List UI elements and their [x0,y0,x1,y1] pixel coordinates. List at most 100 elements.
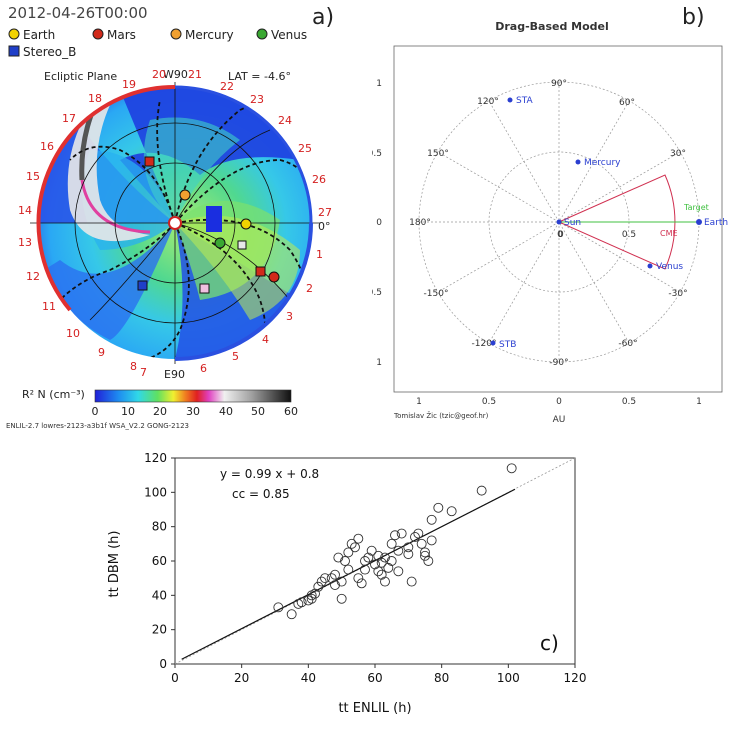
data-point [380,552,390,563]
legend-earth: Earth [23,28,55,42]
plot-area: 0 20 40 60 80 100 120 0 20 40 60 80 100 120 [144,451,586,685]
w90-label: W90 [163,68,188,81]
sun-marker [168,216,182,230]
colorbar [94,389,292,403]
stereo-b-legend-marker [8,45,20,57]
correlation-coefficient: cc = 0.85 [232,487,290,501]
b-xtick-1: 1 [696,397,702,407]
angle-minus-60: -60° [618,339,637,349]
sta-label: STA [516,96,534,106]
data-point [413,528,424,539]
x-tick-label: 60 [367,671,382,685]
mercury-dbm-label: Mercury [584,158,621,168]
angle-minus-90: -90° [549,358,568,368]
mars-marker-2 [255,266,266,277]
b-ytick-05-neg: 0.5 [372,288,382,298]
angle-180: 180° [409,218,431,228]
target-label: Target [683,203,709,212]
panel-label-b: b) [682,5,705,30]
lat-label: LAT = -4.6° [228,70,291,83]
x-axis-ticks-b: 1 0.5 0 0.5 1 [416,397,702,407]
x-tick-label: 80 [434,671,449,685]
x-tick-label: 100 [497,671,520,685]
venus-dbm-label: Venus [656,262,683,272]
b-ytick-1: 1 [376,79,382,89]
rim-3: 3 [286,310,293,323]
data-point [343,547,354,558]
y-tick-label: 80 [152,520,167,534]
data-point [336,576,347,587]
rim-numbers: 20 19 18 17 16 15 14 13 12 11 10 9 8 7 6… [18,68,332,379]
cbar-tick-60: 60 [284,405,298,418]
rim-17: 17 [62,112,76,125]
data-point [310,588,320,599]
earth-dbm-label: Earth [704,218,728,228]
mercury-dbm-marker [575,159,581,165]
angle-90: 90° [551,79,567,89]
y-axis-ticks-b: 1 0.5 0 0.5 1 [368,79,383,368]
rim-11: 11 [42,300,56,313]
e90-label: E90 [164,368,185,381]
data-point [426,514,437,525]
rim-22: 22 [220,80,234,93]
cbar-tick-20: 20 [153,405,167,418]
data-point [316,576,327,587]
data-point [420,547,430,558]
data-point [410,532,420,542]
data-point [393,545,404,556]
y-tick-label: 20 [152,623,167,637]
cbar-tick-50: 50 [251,405,265,418]
legend-venus: Venus [271,28,307,42]
panel-b-dbm: Drag-Based Model b) 90° 60° 30° 0 -30° -… [361,0,740,440]
rim-21: 21 [188,68,202,81]
b-x-axis-label: AU [553,415,566,425]
legend-mars: Mars [107,28,136,42]
data-point [273,602,284,613]
data-point [476,485,487,496]
data-point [426,535,437,546]
mercury-legend-marker [170,28,182,40]
cbar-tick-10: 10 [121,405,135,418]
x-tick-label: 20 [234,671,249,685]
data-point [383,562,394,573]
data-point [346,538,357,549]
rim-9: 9 [98,346,105,359]
angle-30: 30° [670,149,686,159]
data-point [433,502,444,513]
data-point [403,549,414,560]
rim-5: 5 [232,350,239,363]
scatter-y-label: tt DBM (h) [107,531,122,598]
x-tick-label: 120 [564,671,587,685]
data-point [330,580,340,590]
angle-minus-30: -30° [668,289,687,299]
b-xtick-0: 0 [556,397,562,407]
rim-1: 1 [316,248,323,261]
data-point [423,556,434,566]
cme-blue-region [206,206,222,232]
mars-marker [268,271,280,283]
angle-0: 0 [557,230,563,240]
y-tick-label: 60 [152,554,167,568]
scatter-plot: 0 20 40 60 80 100 120 0 20 40 60 80 100 120 y = 0.99 … [107,451,586,716]
data-point [416,538,427,549]
rim-24: 24 [278,114,292,127]
panel-label-c: c) [540,631,559,655]
data-point [446,506,457,517]
data-point [343,564,354,575]
inner-tick-05: 0.5 [622,230,636,240]
dbm-figure: Drag-Based Model b) 90° 60° 30° 0 -30° -… [361,5,728,425]
panel-label-a: a) [312,5,334,30]
angle-labels: 90° 60° 30° 0 -30° -60° -90° -120° -150°… [409,79,687,368]
rim-13: 13 [18,236,32,249]
ecliptic-plane-label: Ecliptic Plane [44,70,117,83]
data-point [376,557,387,568]
data-point [386,556,397,566]
data-point [296,597,307,608]
angle-120: 120° [477,97,499,107]
rim-26: 26 [312,173,326,186]
b-ytick-1-neg: 1 [376,358,382,368]
data-point [373,550,384,561]
scatter-x-label: tt ENLIL (h) [338,701,411,716]
cbar-tick-40: 40 [219,405,233,418]
data-point [336,593,347,604]
